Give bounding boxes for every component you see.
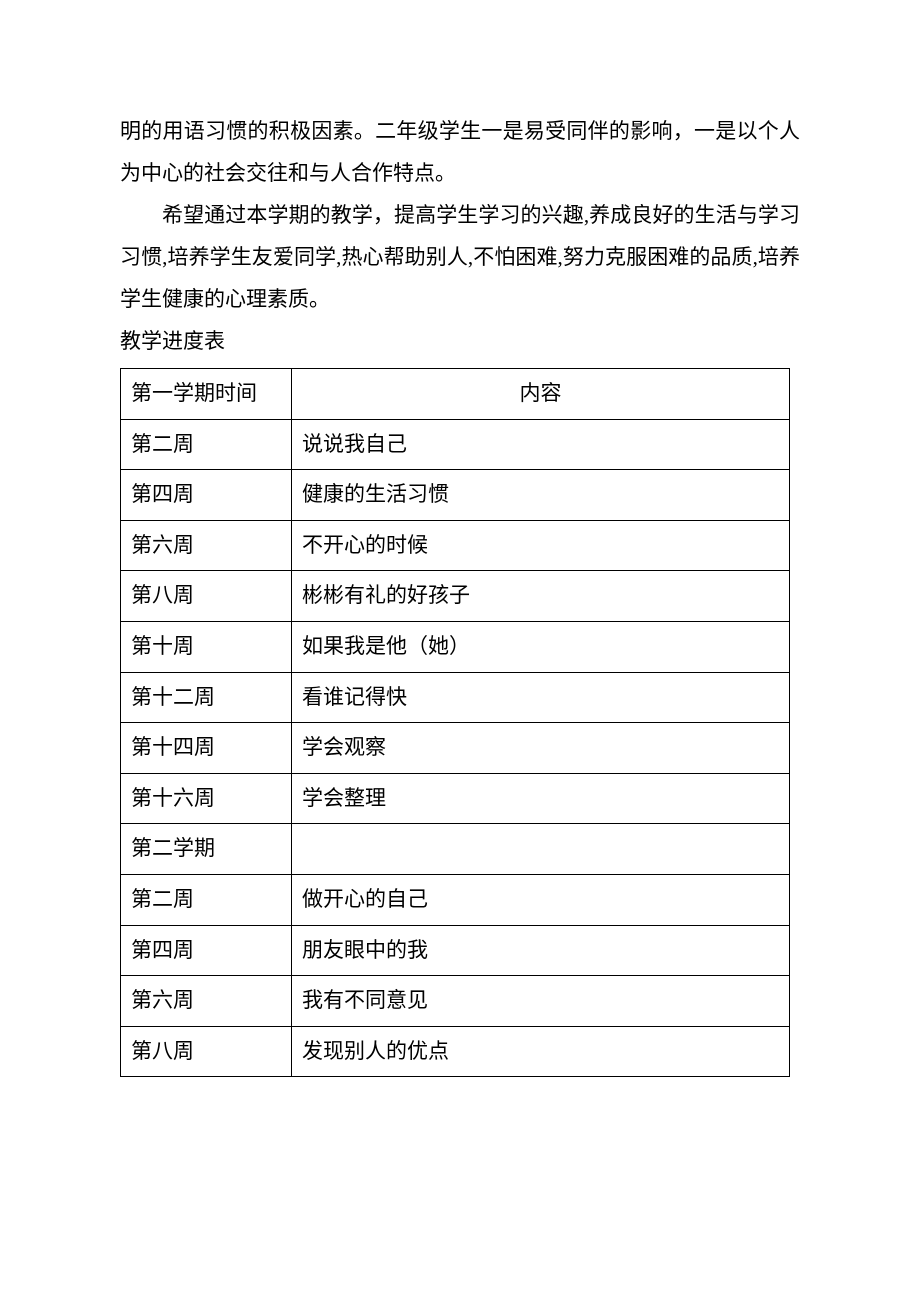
content-cell: 彬彬有礼的好孩子 [292, 571, 790, 622]
content-cell [292, 824, 790, 875]
table-row: 第八周 彬彬有礼的好孩子 [121, 571, 790, 622]
schedule-label: 教学进度表 [120, 320, 800, 362]
content-cell: 健康的生活习惯 [292, 470, 790, 521]
content-cell: 说说我自己 [292, 419, 790, 470]
content-cell: 不开心的时候 [292, 520, 790, 571]
content-cell: 做开心的自己 [292, 874, 790, 925]
header-time-cell: 第一学期时间 [121, 369, 292, 420]
time-cell: 第十周 [121, 621, 292, 672]
table-header-row: 第一学期时间 内容 [121, 369, 790, 420]
time-cell: 第四周 [121, 925, 292, 976]
time-cell: 第十二周 [121, 672, 292, 723]
table-row: 第二周 做开心的自己 [121, 874, 790, 925]
content-cell: 如果我是他（她） [292, 621, 790, 672]
time-cell: 第八周 [121, 1026, 292, 1077]
content-cell: 学会整理 [292, 773, 790, 824]
header-content-cell: 内容 [292, 369, 790, 420]
table-row: 第十二周 看谁记得快 [121, 672, 790, 723]
paragraph-1: 明的用语习惯的积极因素。二年级学生一是易受同伴的影响，一是以个人为中心的社会交往… [120, 110, 800, 194]
time-cell: 第十四周 [121, 723, 292, 774]
table-row: 第二学期 [121, 824, 790, 875]
time-cell: 第六周 [121, 976, 292, 1027]
table-row: 第十四周 学会观察 [121, 723, 790, 774]
time-cell: 第八周 [121, 571, 292, 622]
table-row: 第六周 不开心的时候 [121, 520, 790, 571]
table-row: 第四周 健康的生活习惯 [121, 470, 790, 521]
time-cell: 第四周 [121, 470, 292, 521]
content-cell: 朋友眼中的我 [292, 925, 790, 976]
table-row: 第十六周 学会整理 [121, 773, 790, 824]
table-row: 第二周 说说我自己 [121, 419, 790, 470]
content-cell: 我有不同意见 [292, 976, 790, 1027]
time-cell: 第二周 [121, 874, 292, 925]
table-row: 第十周 如果我是他（她） [121, 621, 790, 672]
content-cell: 看谁记得快 [292, 672, 790, 723]
time-cell: 第六周 [121, 520, 292, 571]
time-cell: 第十六周 [121, 773, 292, 824]
time-cell: 第二学期 [121, 824, 292, 875]
table-row: 第八周 发现别人的优点 [121, 1026, 790, 1077]
time-cell: 第二周 [121, 419, 292, 470]
table-row: 第四周 朋友眼中的我 [121, 925, 790, 976]
content-cell: 发现别人的优点 [292, 1026, 790, 1077]
schedule-table: 第一学期时间 内容 第二周 说说我自己 第四周 健康的生活习惯 第六周 不开心的… [120, 368, 790, 1077]
content-cell: 学会观察 [292, 723, 790, 774]
paragraph-2: 希望通过本学期的教学，提高学生学习的兴趣,养成良好的生活与学习习惯,培养学生友爱… [120, 194, 800, 320]
document-page: 明的用语习惯的积极因素。二年级学生一是易受同伴的影响，一是以个人为中心的社会交往… [0, 0, 920, 1302]
table-row: 第六周 我有不同意见 [121, 976, 790, 1027]
